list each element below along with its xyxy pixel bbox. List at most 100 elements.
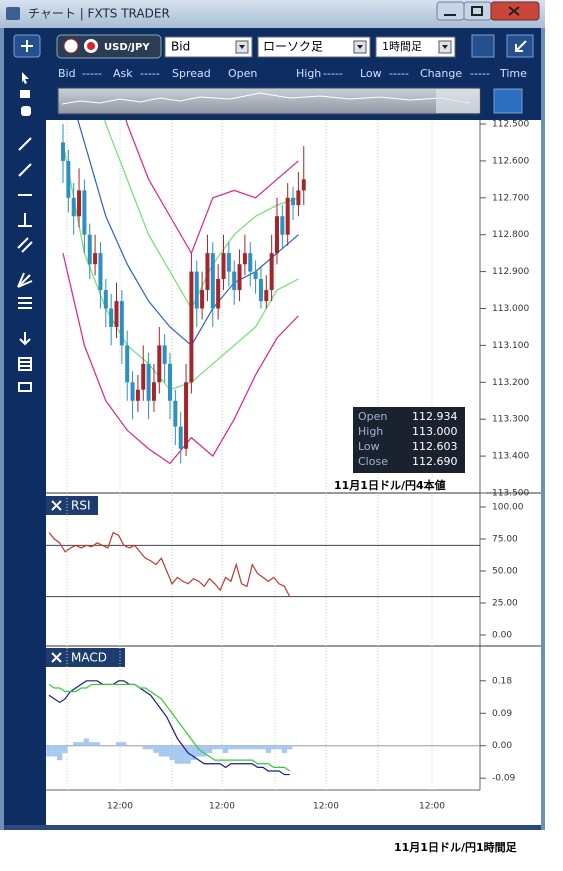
quote-field: Low xyxy=(360,67,382,80)
candle-body xyxy=(71,197,76,217)
trend-tool[interactable] xyxy=(18,137,32,151)
quote-field: Ask xyxy=(113,67,133,80)
app-icon xyxy=(6,7,20,20)
price-type: Bid xyxy=(171,40,190,54)
tool-column xyxy=(4,120,46,825)
macd-line xyxy=(48,680,290,776)
window-button-glyphs xyxy=(444,6,520,16)
quote-field: ----- xyxy=(470,67,490,80)
rsi-header[interactable] xyxy=(46,496,98,515)
hand-tool[interactable] xyxy=(21,106,31,116)
annotation: 11月1日ドル/円4本値 xyxy=(334,478,446,492)
y-tick-label: 112.900 xyxy=(492,267,529,277)
minimize-button[interactable] xyxy=(436,1,465,21)
camera-tool[interactable] xyxy=(18,382,32,392)
y-tick-label: 113.400 xyxy=(492,452,529,462)
close-icons[interactable] xyxy=(51,500,62,663)
histogram-bar xyxy=(83,738,90,746)
list-tool[interactable] xyxy=(18,357,32,371)
histogram-bar xyxy=(260,745,266,750)
caption: 11月1日ドル/円1時間足 xyxy=(394,840,518,854)
y-tick-label: 113.000 xyxy=(492,304,529,314)
fan-tool[interactable] xyxy=(17,272,33,288)
histogram-bar xyxy=(265,745,271,753)
histogram-bar xyxy=(233,745,239,750)
candle-body xyxy=(98,253,103,291)
y-tick-label: 75.00 xyxy=(492,535,518,545)
candle-body xyxy=(168,363,172,401)
candle-body xyxy=(157,345,162,383)
histogram-bar xyxy=(78,742,84,746)
candle-body xyxy=(151,382,156,401)
histogram-bar xyxy=(142,745,148,750)
panel-title: MACD xyxy=(71,651,107,665)
ohlc-name: Close xyxy=(358,455,388,468)
candle-body xyxy=(242,253,247,265)
time-label: 12:00 xyxy=(107,802,133,812)
panel-button[interactable] xyxy=(471,34,495,58)
candle-body xyxy=(221,253,226,279)
histogram-bar xyxy=(287,745,293,750)
quote-field: Time xyxy=(499,67,527,80)
crosshair-tool[interactable] xyxy=(20,90,30,98)
fib-tool[interactable] xyxy=(18,297,32,309)
histogram-bar xyxy=(164,745,170,757)
ohlc-value: 113.000 xyxy=(412,425,458,438)
line-tool[interactable] xyxy=(18,163,32,177)
histogram-bar xyxy=(62,745,68,753)
y-tick-label: 0.00 xyxy=(492,741,512,751)
ohlc-name: Open xyxy=(358,410,387,423)
tool-icons xyxy=(20,72,31,116)
candle-body xyxy=(296,190,301,206)
navigator-line xyxy=(61,92,471,105)
navigator-window[interactable] xyxy=(436,89,480,113)
symbol-button[interactable] xyxy=(56,34,162,59)
histogram-bar xyxy=(51,745,57,757)
price-type-select[interactable] xyxy=(164,36,253,58)
candle-body xyxy=(301,179,306,191)
quote-field: ----- xyxy=(323,67,343,80)
navigator[interactable] xyxy=(57,87,481,115)
download-tool[interactable] xyxy=(19,332,31,346)
candle-body xyxy=(77,190,82,217)
candle-body xyxy=(248,253,253,272)
chart-type-select[interactable] xyxy=(257,36,371,58)
cursor-tool[interactable] xyxy=(22,72,29,84)
histogram-bar xyxy=(201,745,207,757)
candle-body xyxy=(93,253,98,265)
candle-body xyxy=(109,308,114,327)
macd-header[interactable] xyxy=(46,648,125,667)
histogram-bar xyxy=(46,745,52,757)
fit-button[interactable] xyxy=(493,88,523,114)
candle-body xyxy=(66,160,71,198)
histogram-bar xyxy=(153,745,159,753)
histogram-bar xyxy=(217,745,223,750)
period-select[interactable] xyxy=(375,36,456,58)
candle-body xyxy=(114,301,119,327)
candle-body xyxy=(237,264,242,291)
symbol: USD/JPY xyxy=(104,42,150,53)
candle-body xyxy=(210,253,215,309)
histogram-bar xyxy=(185,745,191,764)
histogram-bar xyxy=(73,742,79,746)
quote-field: ----- xyxy=(82,67,102,80)
channel-tool[interactable] xyxy=(17,237,33,253)
maximize-button[interactable] xyxy=(463,1,492,21)
candle-body xyxy=(146,363,151,401)
ohlc-value: 112.690 xyxy=(412,455,458,468)
band-line xyxy=(125,120,299,255)
histogram-bar xyxy=(206,745,213,753)
jp-flag-dot xyxy=(87,42,95,50)
y-tick-label: 113.200 xyxy=(492,378,529,388)
chart-type: ローソク足 xyxy=(263,40,323,54)
vline-tool[interactable] xyxy=(18,213,32,227)
histogram-bar xyxy=(57,745,63,761)
histogram-bar xyxy=(158,745,164,757)
plus-glyph xyxy=(21,40,33,52)
y-tick-label: 112.500 xyxy=(492,120,529,130)
candle-body xyxy=(285,197,290,235)
histogram-bar xyxy=(249,745,255,750)
window-title: チャート | FXTS TRADER xyxy=(28,7,170,21)
candle-body xyxy=(61,142,65,161)
band-line xyxy=(77,120,299,347)
